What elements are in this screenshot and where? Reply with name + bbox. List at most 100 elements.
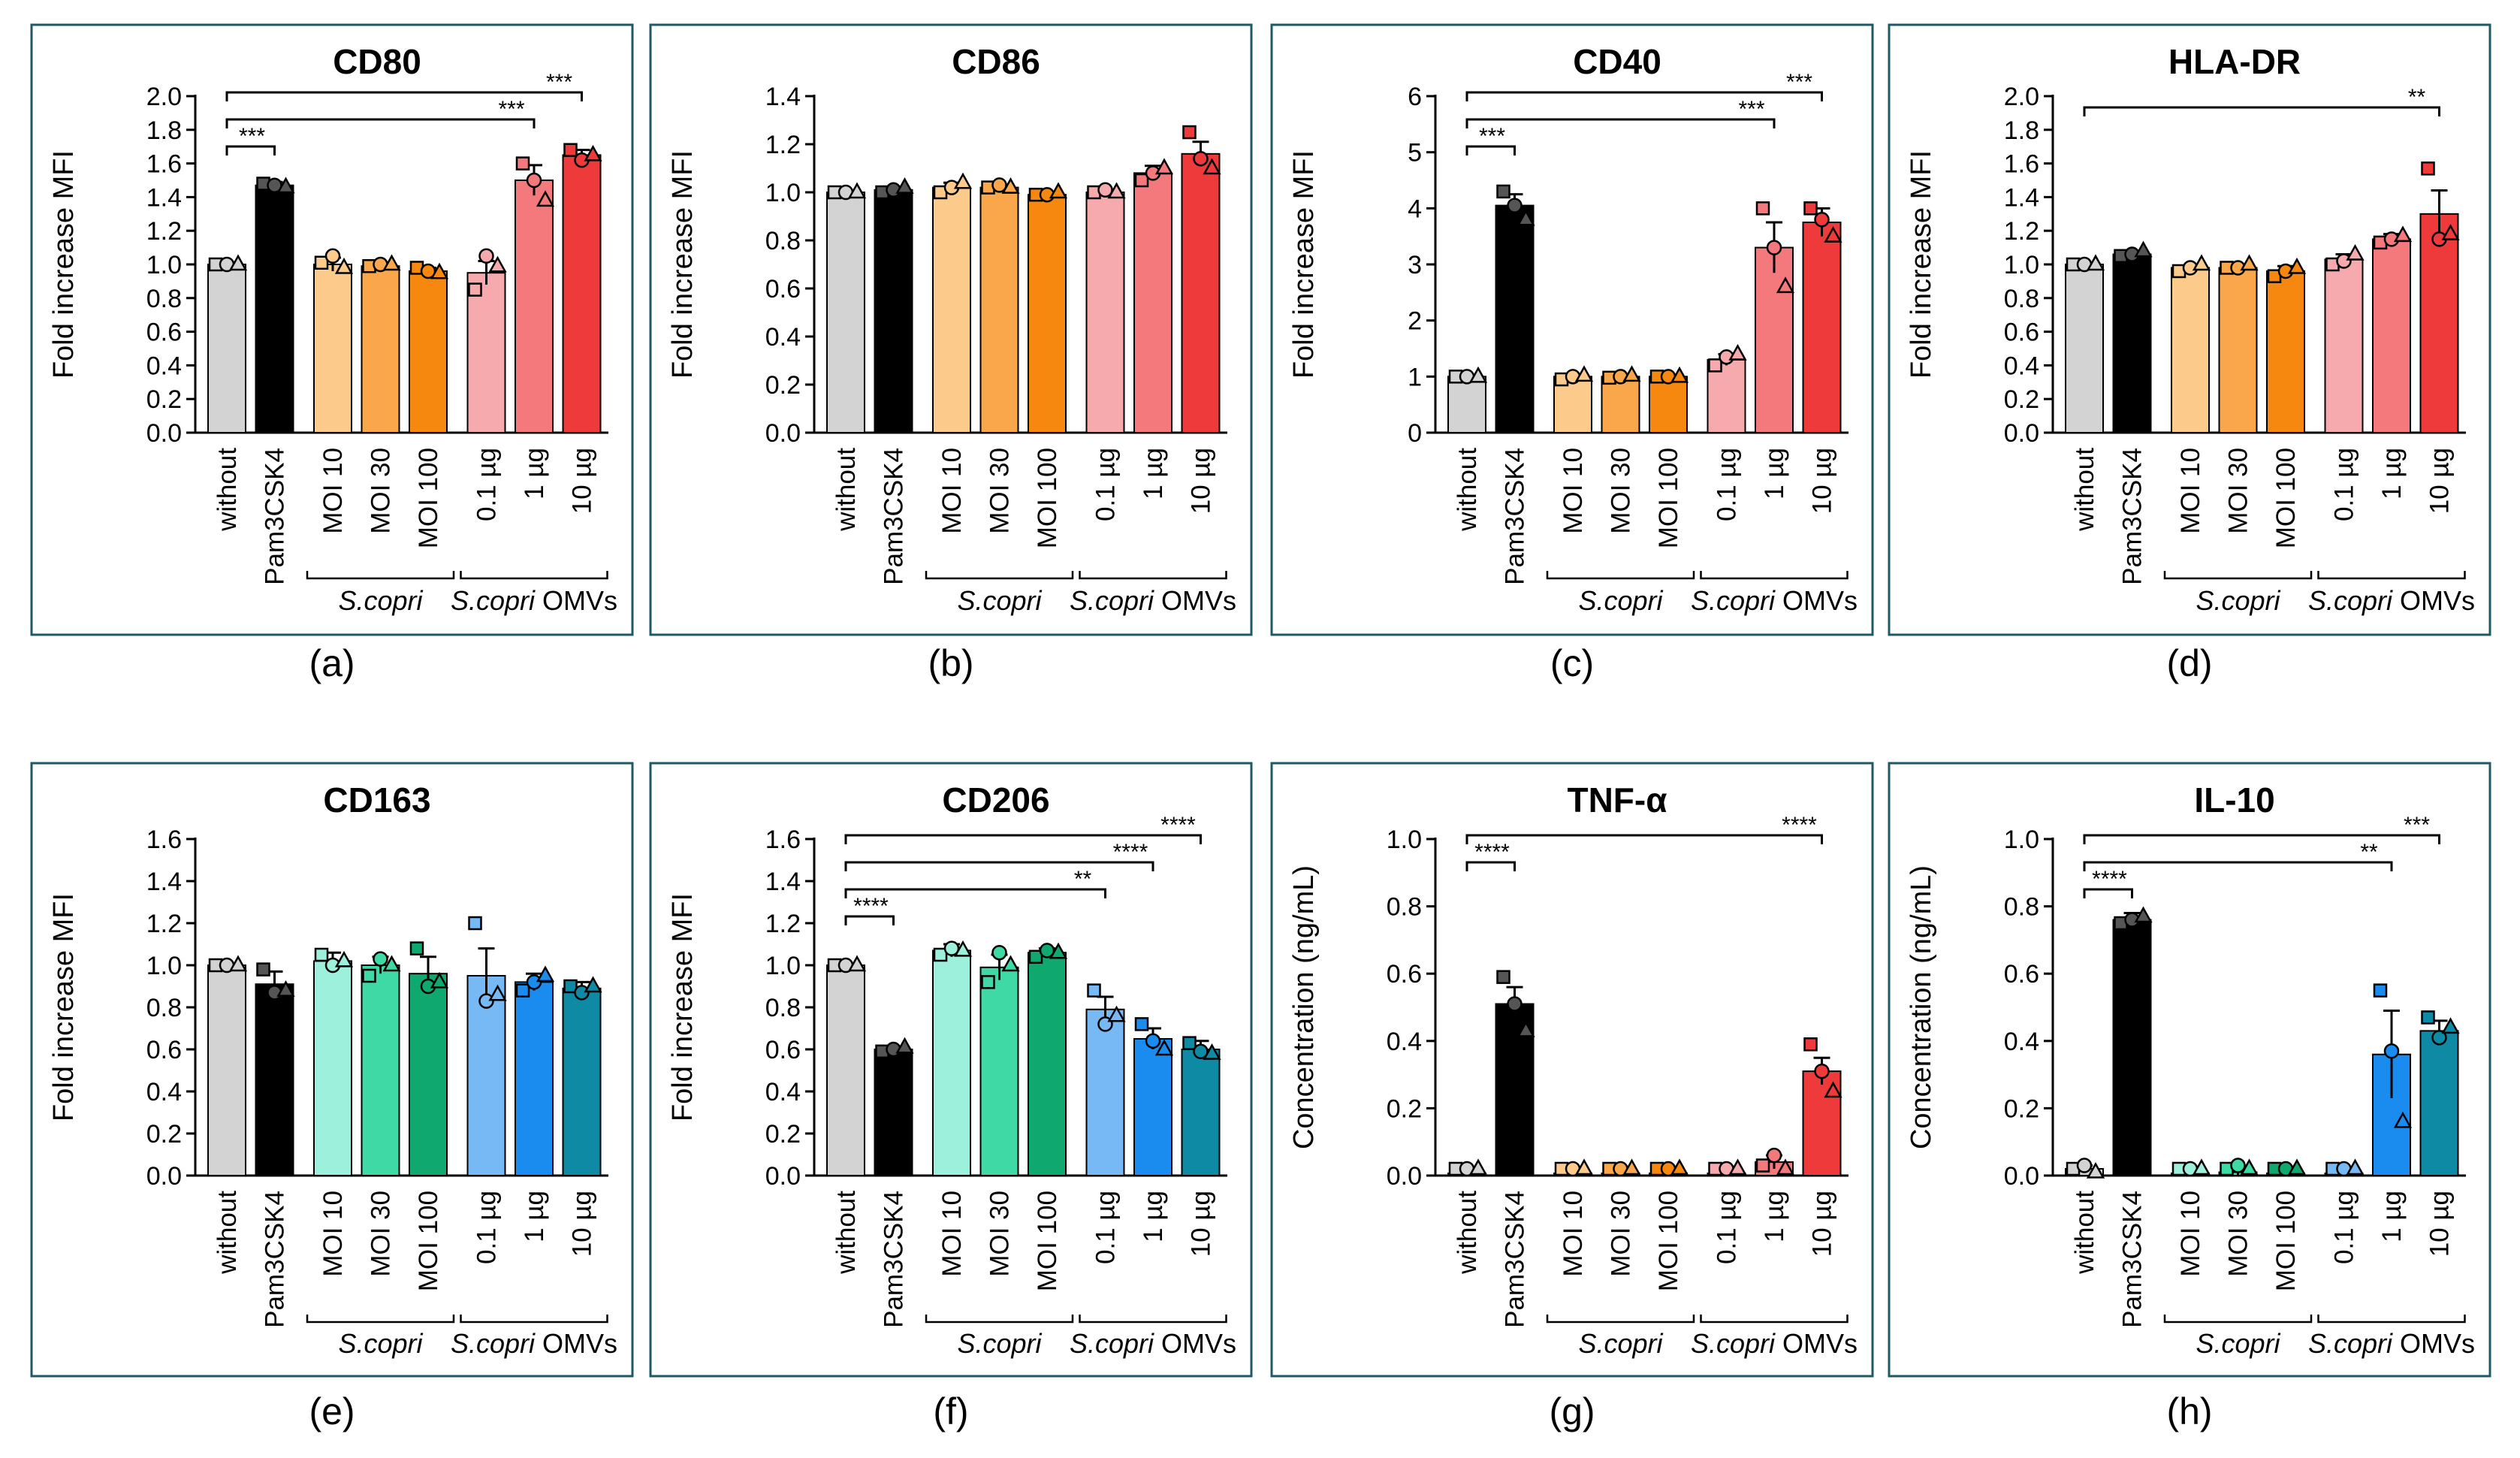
bracket-line [225,91,583,101]
data-point-triangle [2192,1158,2211,1176]
data-point-triangle [1154,1039,1174,1056]
panel-letter: (a) [309,642,355,684]
data-point-square [933,947,948,962]
y-tick-label: 1.4 [146,868,182,896]
significance-stars: *** [239,124,265,149]
data-point-triangle [2441,224,2460,240]
x-tick-label: MOI 100 [2271,1191,2301,1291]
group-label-suffix: OMVs [535,585,617,616]
group-label: S.copri [2196,1328,2280,1359]
group-label-suffix: OMVs [2392,1328,2475,1359]
group-label-italic: S.copri [1691,585,1776,616]
data-point-triangle [2086,1161,2105,1179]
y-tick-label: 0.2 [146,1120,182,1149]
data-point-circle [2076,1158,2093,1173]
y-tick-label: 0.0 [765,1162,801,1191]
y-tick-label: 0.6 [1387,960,1422,989]
data-point-square [1803,201,1818,216]
group-label-italic: S.copri [2196,585,2280,616]
x-tick-label: MOI 100 [1654,448,1683,548]
data-point-circle [526,974,542,990]
data-point-triangle [1574,365,1594,382]
data-point-triangle [584,976,602,993]
x-tick-label: MOI 30 [1607,1191,1636,1277]
bracket-line [225,118,536,128]
y-tick-label: 5 [1408,139,1422,168]
bar-4 [1601,376,1640,434]
x-tick-label: 1 µg [2377,1191,2407,1242]
group-label-suffix: OMVs [1154,585,1236,616]
y-tick-label: 1.6 [146,150,182,179]
data-point-circle [1193,150,1209,167]
x-tick-label: 10 µg [2425,1191,2455,1257]
bar-5 [409,973,448,1176]
data-point-triangle [276,980,295,997]
data-point-triangle [228,254,248,271]
x-tick-label: MOI 10 [1559,1191,1588,1277]
y-tick-label: 0.2 [765,1120,801,1149]
bar-8 [2419,213,2459,433]
data-point-triangle [2393,1111,2413,1128]
data-point-triangle [334,257,354,274]
group-bracket [1079,571,1227,580]
group-label-suffix: OMVs [1775,585,1858,616]
bar-2 [2112,919,2152,1177]
significance-bracket: **** [844,894,895,925]
data-point-circle [2431,1030,2447,1046]
data-point-triangle [1107,1005,1126,1022]
x-tick-label: MOI 10 [318,1191,348,1277]
group-label: S.copri OMVs [451,585,617,616]
data-point-triangle [1728,343,1747,361]
y-tick-label: 3 [1408,251,1422,279]
group-label: S.copri OMVs [1070,1328,1236,1359]
y-tick-label: 1.2 [765,910,801,938]
bracket-line [844,888,1106,898]
group-label-suffix: OMVs [1775,1328,1858,1359]
x-tick-label: 10 µg [568,1191,597,1257]
bar-5 [409,270,448,433]
bracket-line [844,861,1154,871]
x-tick-label: MOI 30 [2224,448,2253,534]
data-point-circle [2383,1043,2400,1059]
data-point-triangle [1517,209,1535,226]
y-tick-label: 0.8 [765,227,801,255]
data-point-square [1496,184,1510,199]
y-tick-label: 4 [1408,195,1422,223]
x-tick-label: MOI 30 [985,1191,1015,1277]
x-tick-label: without [1453,448,1482,532]
x-tick-label: 10 µg [568,448,597,514]
y-tick-label: 1.8 [2004,116,2039,145]
group-label-italic: S.copri [1578,585,1663,616]
group-bracket [2317,571,2466,580]
data-point-square [2421,161,2435,176]
data-point-circle [991,177,1007,193]
data-point-circle [1766,1147,1782,1164]
data-point-circle [1193,1043,1209,1060]
bar-3 [932,949,971,1177]
data-point-triangle [953,940,973,957]
y-tick-label: 1.2 [146,910,182,938]
data-point-triangle [1001,177,1020,194]
data-point-triangle [382,254,401,271]
group-label-italic: S.copri [1691,1328,1776,1359]
data-point-triangle [1622,1158,1641,1176]
x-tick-label: Pam3CSK4 [261,448,290,585]
panel-letter: (h) [2166,1390,2212,1432]
group-label: S.copri OMVs [451,1328,617,1359]
group-bracket [925,571,1074,580]
data-point-triangle [430,262,449,279]
y-tick-label: 0.6 [765,1036,801,1064]
bar-2 [2112,253,2152,433]
panel-frame [649,762,1253,1378]
significance-bracket: **** [844,813,1202,844]
y-tick-label: 1.6 [2004,150,2039,179]
y-tick-label: 1.6 [765,826,801,854]
significance-bracket: ** [2083,85,2440,116]
y-axis-label: Fold increase MFI [48,150,80,379]
panel-g: TNF-α Concentration (ng/mL) 0.0 0.2 0.4 0.6 0.… [1270,762,1874,1378]
panel-letter: (g) [1549,1390,1595,1432]
group-bracket [1700,1315,1849,1324]
bar-3 [313,264,352,433]
y-tick-label: 0.0 [1387,1162,1422,1191]
data-point-triangle [847,955,867,972]
